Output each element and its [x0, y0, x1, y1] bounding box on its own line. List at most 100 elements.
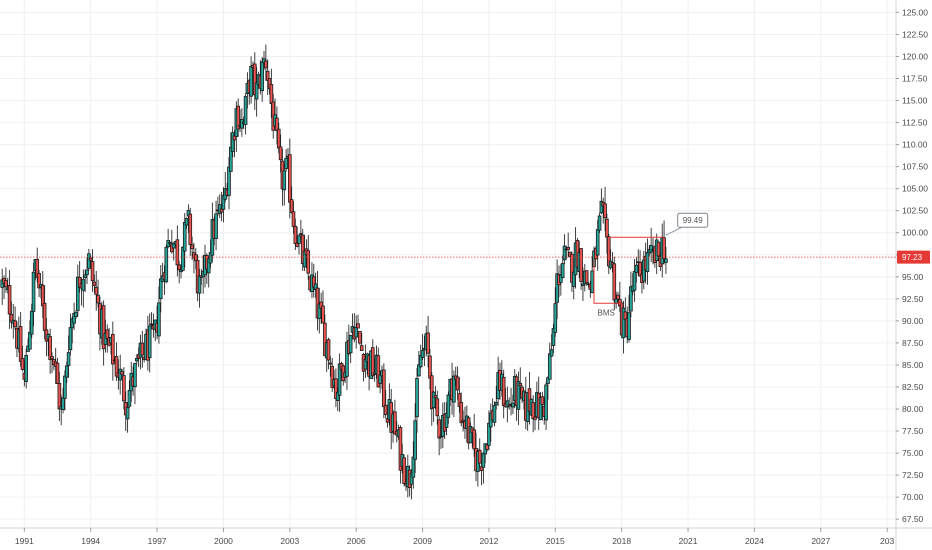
x-tick-label: 2027 — [811, 536, 830, 546]
candle — [166, 228, 170, 249]
candle — [579, 247, 583, 290]
candle — [426, 316, 430, 368]
candle — [311, 263, 316, 298]
candle — [66, 335, 71, 378]
candle — [656, 241, 661, 262]
callout-pointer — [665, 226, 682, 236]
candlestick-series — [0, 44, 668, 500]
candle — [629, 271, 633, 318]
candle — [413, 403, 417, 474]
x-tick-label: 203 — [880, 536, 894, 546]
y-tick-label: 75.00 — [902, 448, 924, 458]
candle — [566, 232, 571, 257]
candle — [321, 290, 325, 324]
candle — [243, 93, 248, 135]
y-tick-label: 117.50 — [902, 74, 928, 84]
grid-lines — [0, 0, 896, 528]
candle — [265, 59, 270, 96]
candle — [217, 194, 222, 219]
x-tick-label: 2015 — [546, 536, 565, 546]
candle — [157, 286, 161, 344]
y-tick-label: 107.50 — [902, 162, 928, 172]
candle — [101, 300, 106, 366]
candle — [420, 333, 425, 361]
candle — [345, 331, 349, 391]
candle — [214, 200, 218, 251]
candle — [531, 395, 535, 433]
candle — [288, 138, 292, 219]
last-price-badge-bg — [897, 250, 930, 264]
candle — [170, 229, 174, 254]
candle — [48, 328, 52, 374]
y-tick-label: 125.00 — [902, 7, 928, 17]
x-axis-ticks[interactable]: 1991 1994 1997 2000 2003 2006 2009 2012 2015 2018… — [15, 528, 895, 546]
y-tick-label: 120.00 — [902, 51, 928, 61]
candle — [559, 264, 563, 296]
candle — [518, 367, 523, 400]
candle — [284, 149, 288, 172]
candle — [595, 220, 600, 271]
candle — [188, 207, 193, 256]
x-tick-label: 2018 — [612, 536, 631, 546]
candle — [63, 370, 67, 411]
candle — [560, 255, 565, 279]
candle — [76, 264, 80, 317]
candle — [509, 387, 513, 416]
candle — [382, 363, 386, 419]
candle — [125, 402, 130, 433]
candle — [584, 270, 589, 286]
candle — [551, 323, 556, 354]
candle — [223, 172, 228, 203]
candle — [571, 271, 576, 300]
x-tick-label: 2024 — [745, 536, 764, 546]
candle — [664, 246, 668, 274]
callout-box — [677, 212, 709, 228]
candle — [282, 163, 287, 206]
candle — [315, 270, 320, 331]
y-axis-ticks[interactable]: 125.00 122.50 120.00 117.50 115.00 112.50 110.… — [896, 7, 928, 524]
candle — [326, 337, 331, 370]
candle — [13, 306, 17, 330]
y-tick-label: 90.00 — [902, 316, 924, 326]
candle — [393, 399, 397, 435]
candle — [111, 321, 115, 381]
candle — [605, 213, 609, 254]
candle — [254, 67, 259, 117]
y-tick-label: 112.50 — [902, 118, 928, 128]
candle — [544, 382, 548, 430]
candle — [348, 334, 353, 364]
last-price-value: 97.23 — [902, 253, 923, 262]
candle — [334, 368, 338, 408]
candle — [140, 330, 145, 368]
candle — [428, 349, 432, 390]
candle — [627, 295, 631, 343]
candle — [492, 401, 497, 427]
y-tick-label: 80.00 — [902, 404, 924, 414]
candle — [533, 416, 537, 431]
x-tick-label: 2021 — [679, 536, 698, 546]
candle — [402, 454, 406, 487]
candle — [227, 156, 231, 210]
bms-bracket — [593, 259, 622, 304]
y-tick-label: 77.50 — [902, 426, 924, 436]
bms-label: BMS — [598, 308, 615, 317]
candle — [147, 313, 152, 373]
candle — [356, 314, 360, 329]
candle — [359, 332, 364, 351]
candle — [35, 247, 40, 283]
candle — [612, 256, 617, 311]
annotations: BMS 99.49 — [593, 212, 709, 317]
x-tick-label: 2012 — [479, 536, 498, 546]
candle — [158, 264, 163, 313]
last-price-badge: 97.23 — [897, 250, 930, 264]
candle — [417, 350, 421, 377]
candle — [7, 270, 12, 329]
candle — [418, 344, 423, 369]
candle — [435, 390, 440, 425]
candle — [252, 52, 257, 110]
candle — [358, 330, 362, 345]
candle — [638, 250, 642, 277]
candle — [149, 312, 154, 328]
x-tick-label: 1997 — [148, 536, 167, 546]
